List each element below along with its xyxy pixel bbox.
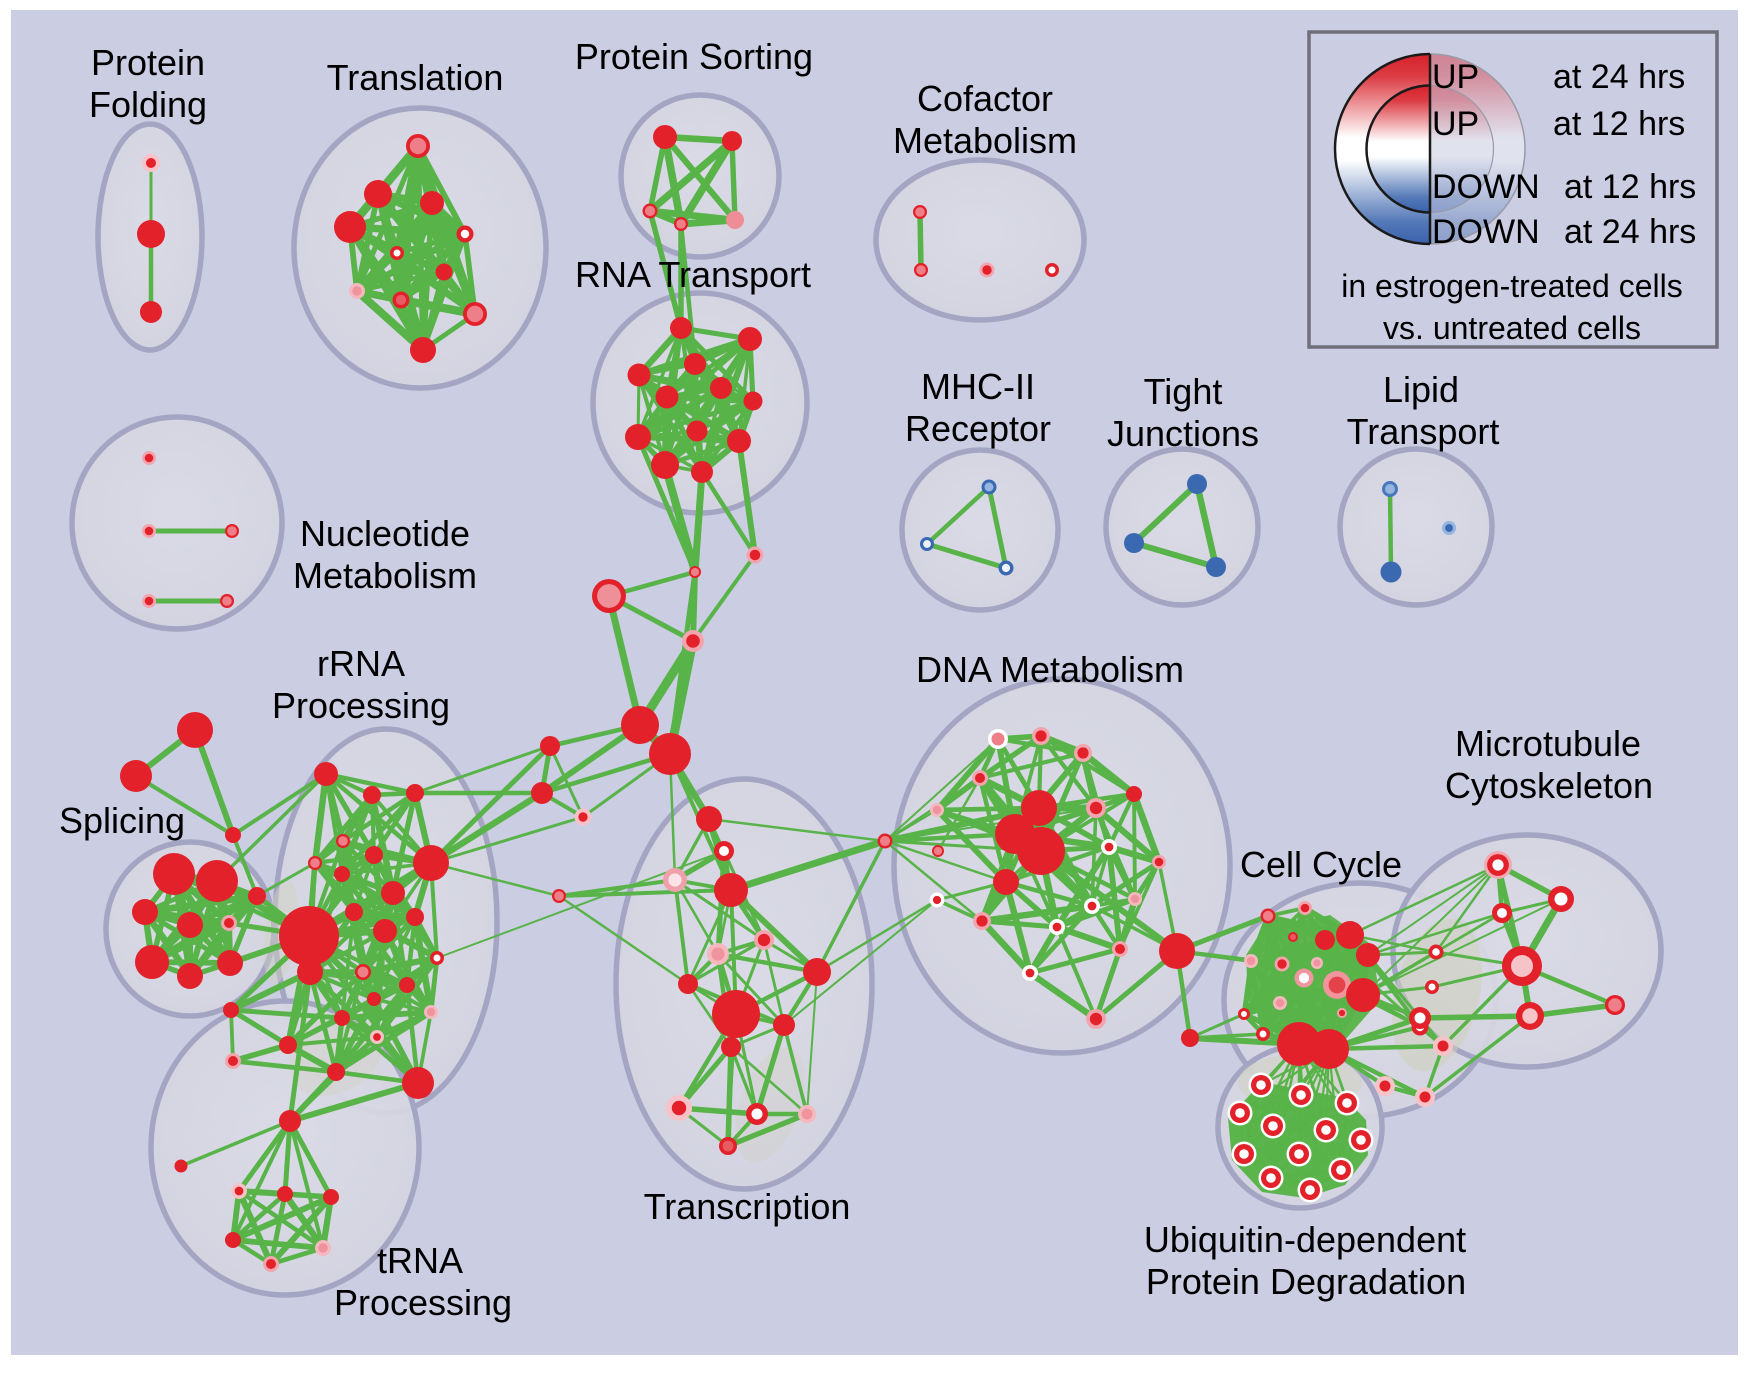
svg-text:Nucleotide: Nucleotide [300,513,470,554]
svg-text:Metabolism: Metabolism [293,555,477,596]
svg-text:DOWN: DOWN [1432,168,1540,206]
svg-text:Processing: Processing [334,1282,512,1323]
svg-text:Processing: Processing [272,685,450,726]
svg-text:DOWN: DOWN [1432,213,1540,251]
svg-text:Folding: Folding [89,84,207,125]
svg-text:Cytoskeleton: Cytoskeleton [1445,765,1653,806]
svg-text:UP: UP [1432,58,1479,96]
svg-text:at 12 hrs: at 12 hrs [1553,105,1685,143]
svg-text:Lipid: Lipid [1383,369,1459,410]
svg-text:Protein: Protein [91,42,205,83]
svg-text:Transcription: Transcription [644,1186,851,1227]
svg-text:Translation: Translation [327,57,504,98]
svg-text:Transport: Transport [1347,411,1500,452]
svg-text:Junctions: Junctions [1107,413,1259,454]
svg-text:DNA Metabolism: DNA Metabolism [916,649,1184,690]
svg-text:at 24 hrs: at 24 hrs [1564,213,1696,251]
svg-text:RNA Transport: RNA Transport [575,254,811,295]
svg-text:at 24 hrs: at 24 hrs [1553,58,1685,96]
svg-text:Microtubule: Microtubule [1455,723,1641,764]
svg-text:at 12 hrs: at 12 hrs [1564,168,1696,206]
svg-text:Cofactor: Cofactor [917,78,1053,119]
svg-text:in estrogen-treated cells: in estrogen-treated cells [1341,268,1683,304]
svg-text:Metabolism: Metabolism [893,120,1077,161]
svg-text:rRNA: rRNA [317,643,405,684]
svg-text:UP: UP [1432,105,1479,143]
svg-text:Protein Sorting: Protein Sorting [575,36,813,77]
svg-text:Cell Cycle: Cell Cycle [1240,844,1402,885]
svg-text:MHC-II: MHC-II [921,366,1035,407]
svg-text:Receptor: Receptor [905,408,1051,449]
svg-text:Splicing: Splicing [59,800,185,841]
svg-text:tRNA: tRNA [377,1240,463,1281]
svg-text:vs. untreated cells: vs. untreated cells [1383,310,1641,346]
svg-text:Ubiquitin-dependent: Ubiquitin-dependent [1144,1219,1466,1260]
svg-text:Tight: Tight [1144,371,1223,412]
svg-text:Protein Degradation: Protein Degradation [1146,1261,1466,1302]
